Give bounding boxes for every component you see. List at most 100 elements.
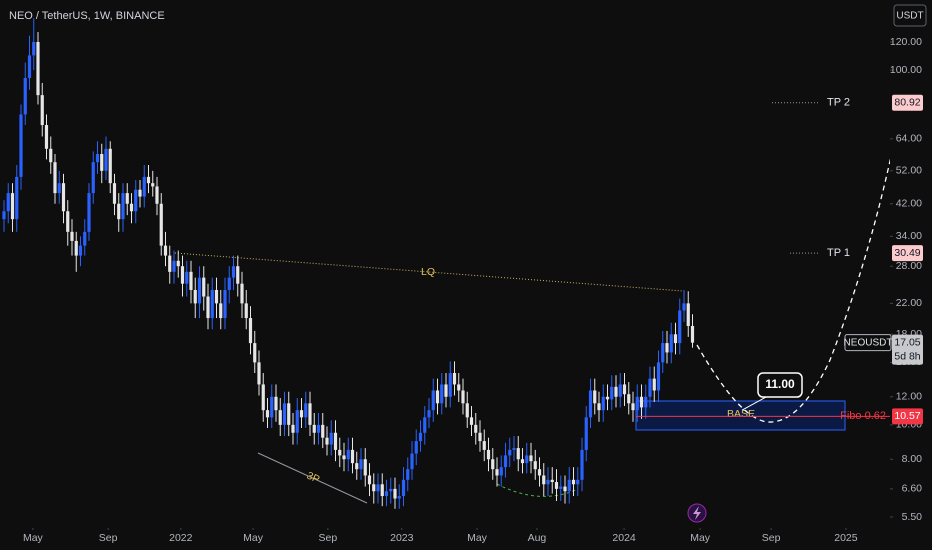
candle-body: [520, 459, 525, 464]
candle-body: [253, 343, 257, 363]
candle-body: [474, 424, 478, 433]
candle-body: [193, 289, 197, 304]
candle-body: [202, 277, 206, 297]
candle-body: [219, 303, 223, 319]
candle-body: [525, 455, 529, 464]
candle-body: [440, 384, 444, 404]
candle-body: [359, 459, 363, 470]
candle-body: [189, 271, 193, 290]
candle-body: [227, 277, 231, 290]
last-price-box: [892, 334, 923, 365]
candle-body: [414, 441, 418, 454]
candle-body: [53, 162, 57, 194]
x-tick-label: May: [467, 532, 488, 544]
y-tick-label: 8.00: [902, 453, 923, 465]
candle-body: [410, 453, 414, 470]
candle-body: [435, 390, 440, 404]
candle-body: [70, 231, 74, 241]
y-tick-label: 12.00: [896, 391, 922, 403]
x-tick-label: Aug: [528, 532, 547, 544]
candle-body: [15, 176, 19, 220]
candle-body: [308, 403, 312, 425]
candle-body: [206, 296, 210, 319]
candle-body: [57, 183, 61, 194]
candle-body: [61, 183, 66, 212]
x-tick-label: Sep: [319, 532, 338, 544]
candle-body: [622, 384, 627, 395]
level-price: 80.92: [894, 96, 920, 108]
candle-body: [74, 240, 78, 256]
candle-body: [214, 289, 219, 304]
three-p-label: 3P: [305, 470, 322, 486]
candle-body: [6, 193, 10, 212]
level-price-box: [892, 245, 923, 262]
candle-body: [363, 459, 367, 476]
candle-body: [380, 484, 384, 497]
candle-body: [614, 386, 618, 397]
candle-body: [367, 475, 372, 485]
candle-body: [406, 469, 410, 480]
candle-body: [478, 432, 482, 442]
level-name: TP 1: [827, 247, 850, 259]
candle-body: [508, 449, 512, 456]
candle-body: [393, 488, 397, 499]
y-tick-label: 64.00: [896, 133, 922, 145]
candle-body: [618, 384, 622, 397]
base-label: BASE: [727, 408, 755, 420]
candle-body: [44, 125, 49, 149]
candle-body: [355, 463, 359, 470]
candle-body: [197, 277, 202, 304]
candle-body: [516, 448, 520, 460]
candle-body: [40, 95, 44, 126]
alert-icon[interactable]: [687, 503, 707, 523]
candle-body: [223, 289, 227, 319]
x-tick-label: Sep: [99, 532, 118, 544]
candle-body: [87, 193, 91, 232]
candle-body: [176, 260, 180, 267]
x-tick-label: 2024: [612, 532, 636, 544]
candle-body: [274, 396, 278, 411]
candle-body: [151, 183, 155, 187]
candle-body: [350, 449, 355, 464]
candle-body: [563, 486, 567, 492]
candle-body: [185, 271, 189, 284]
candle-body: [346, 449, 350, 460]
candle-body: [418, 432, 423, 442]
candle-body: [610, 386, 614, 400]
candle-body: [503, 455, 508, 468]
candle-body: [593, 390, 597, 404]
candle-body: [155, 186, 159, 204]
y-tick-label: 34.00: [896, 230, 922, 242]
x-tick-label: 2023: [390, 532, 414, 544]
candle-body: [635, 396, 639, 411]
candle-body: [546, 479, 550, 485]
candle-body: [134, 189, 138, 212]
candle-body: [257, 362, 261, 385]
candle-body: [138, 189, 142, 197]
candle-body: [682, 303, 686, 311]
candle-body: [338, 449, 342, 456]
candle-body: [129, 203, 134, 212]
candle-body: [431, 390, 435, 411]
candle-body: [49, 148, 53, 163]
y-tick-label: 100.00: [890, 64, 922, 76]
candle-body: [91, 162, 95, 194]
x-tick-label: May: [690, 532, 711, 544]
candle-body: [457, 384, 461, 391]
currency-button[interactable]: [893, 4, 927, 27]
y-tick-label: 42.00: [896, 198, 922, 210]
candle-body: [631, 403, 635, 411]
candle-body: [665, 343, 669, 353]
candle-body: [291, 424, 295, 433]
x-tick-label: May: [23, 532, 44, 544]
chart-title: NEO / TetherUS, 1W, BINANCE: [9, 10, 165, 22]
candle-body: [299, 410, 304, 418]
candle-body: [601, 396, 605, 411]
candle-body: [104, 148, 108, 171]
candle-body: [117, 203, 121, 220]
candle-body: [461, 390, 465, 404]
candle-body: [469, 417, 474, 425]
y-tick-label: 120.00: [890, 36, 922, 48]
